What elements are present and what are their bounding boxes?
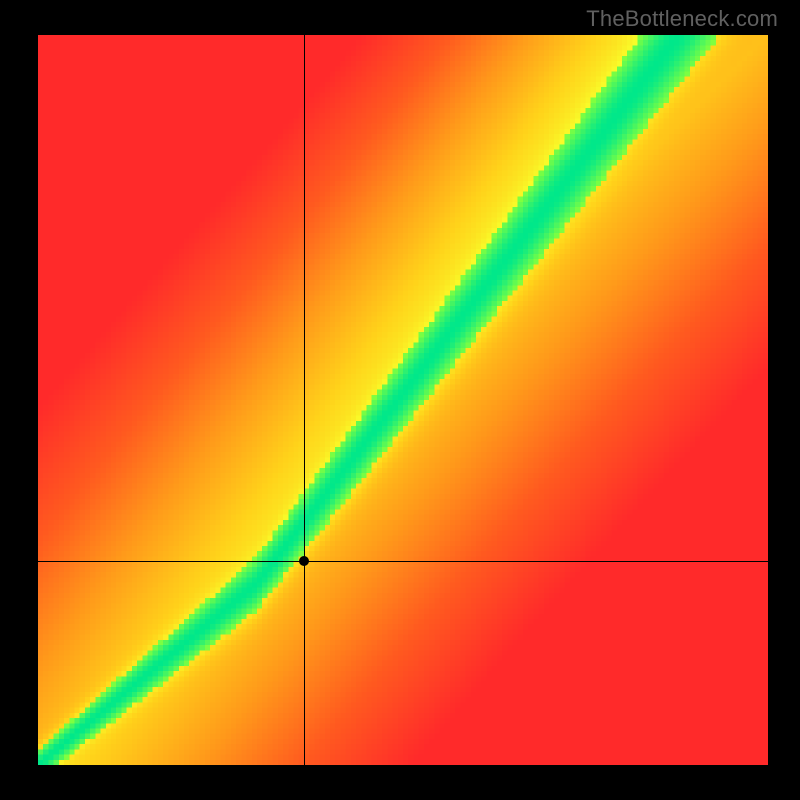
heatmap-canvas [38, 35, 768, 765]
watermark-text: TheBottleneck.com [586, 6, 778, 32]
crosshair-horizontal [38, 561, 768, 562]
crosshair-marker [299, 556, 309, 566]
plot-area [38, 35, 768, 765]
crosshair-vertical [304, 35, 305, 765]
chart-container: TheBottleneck.com [0, 0, 800, 800]
